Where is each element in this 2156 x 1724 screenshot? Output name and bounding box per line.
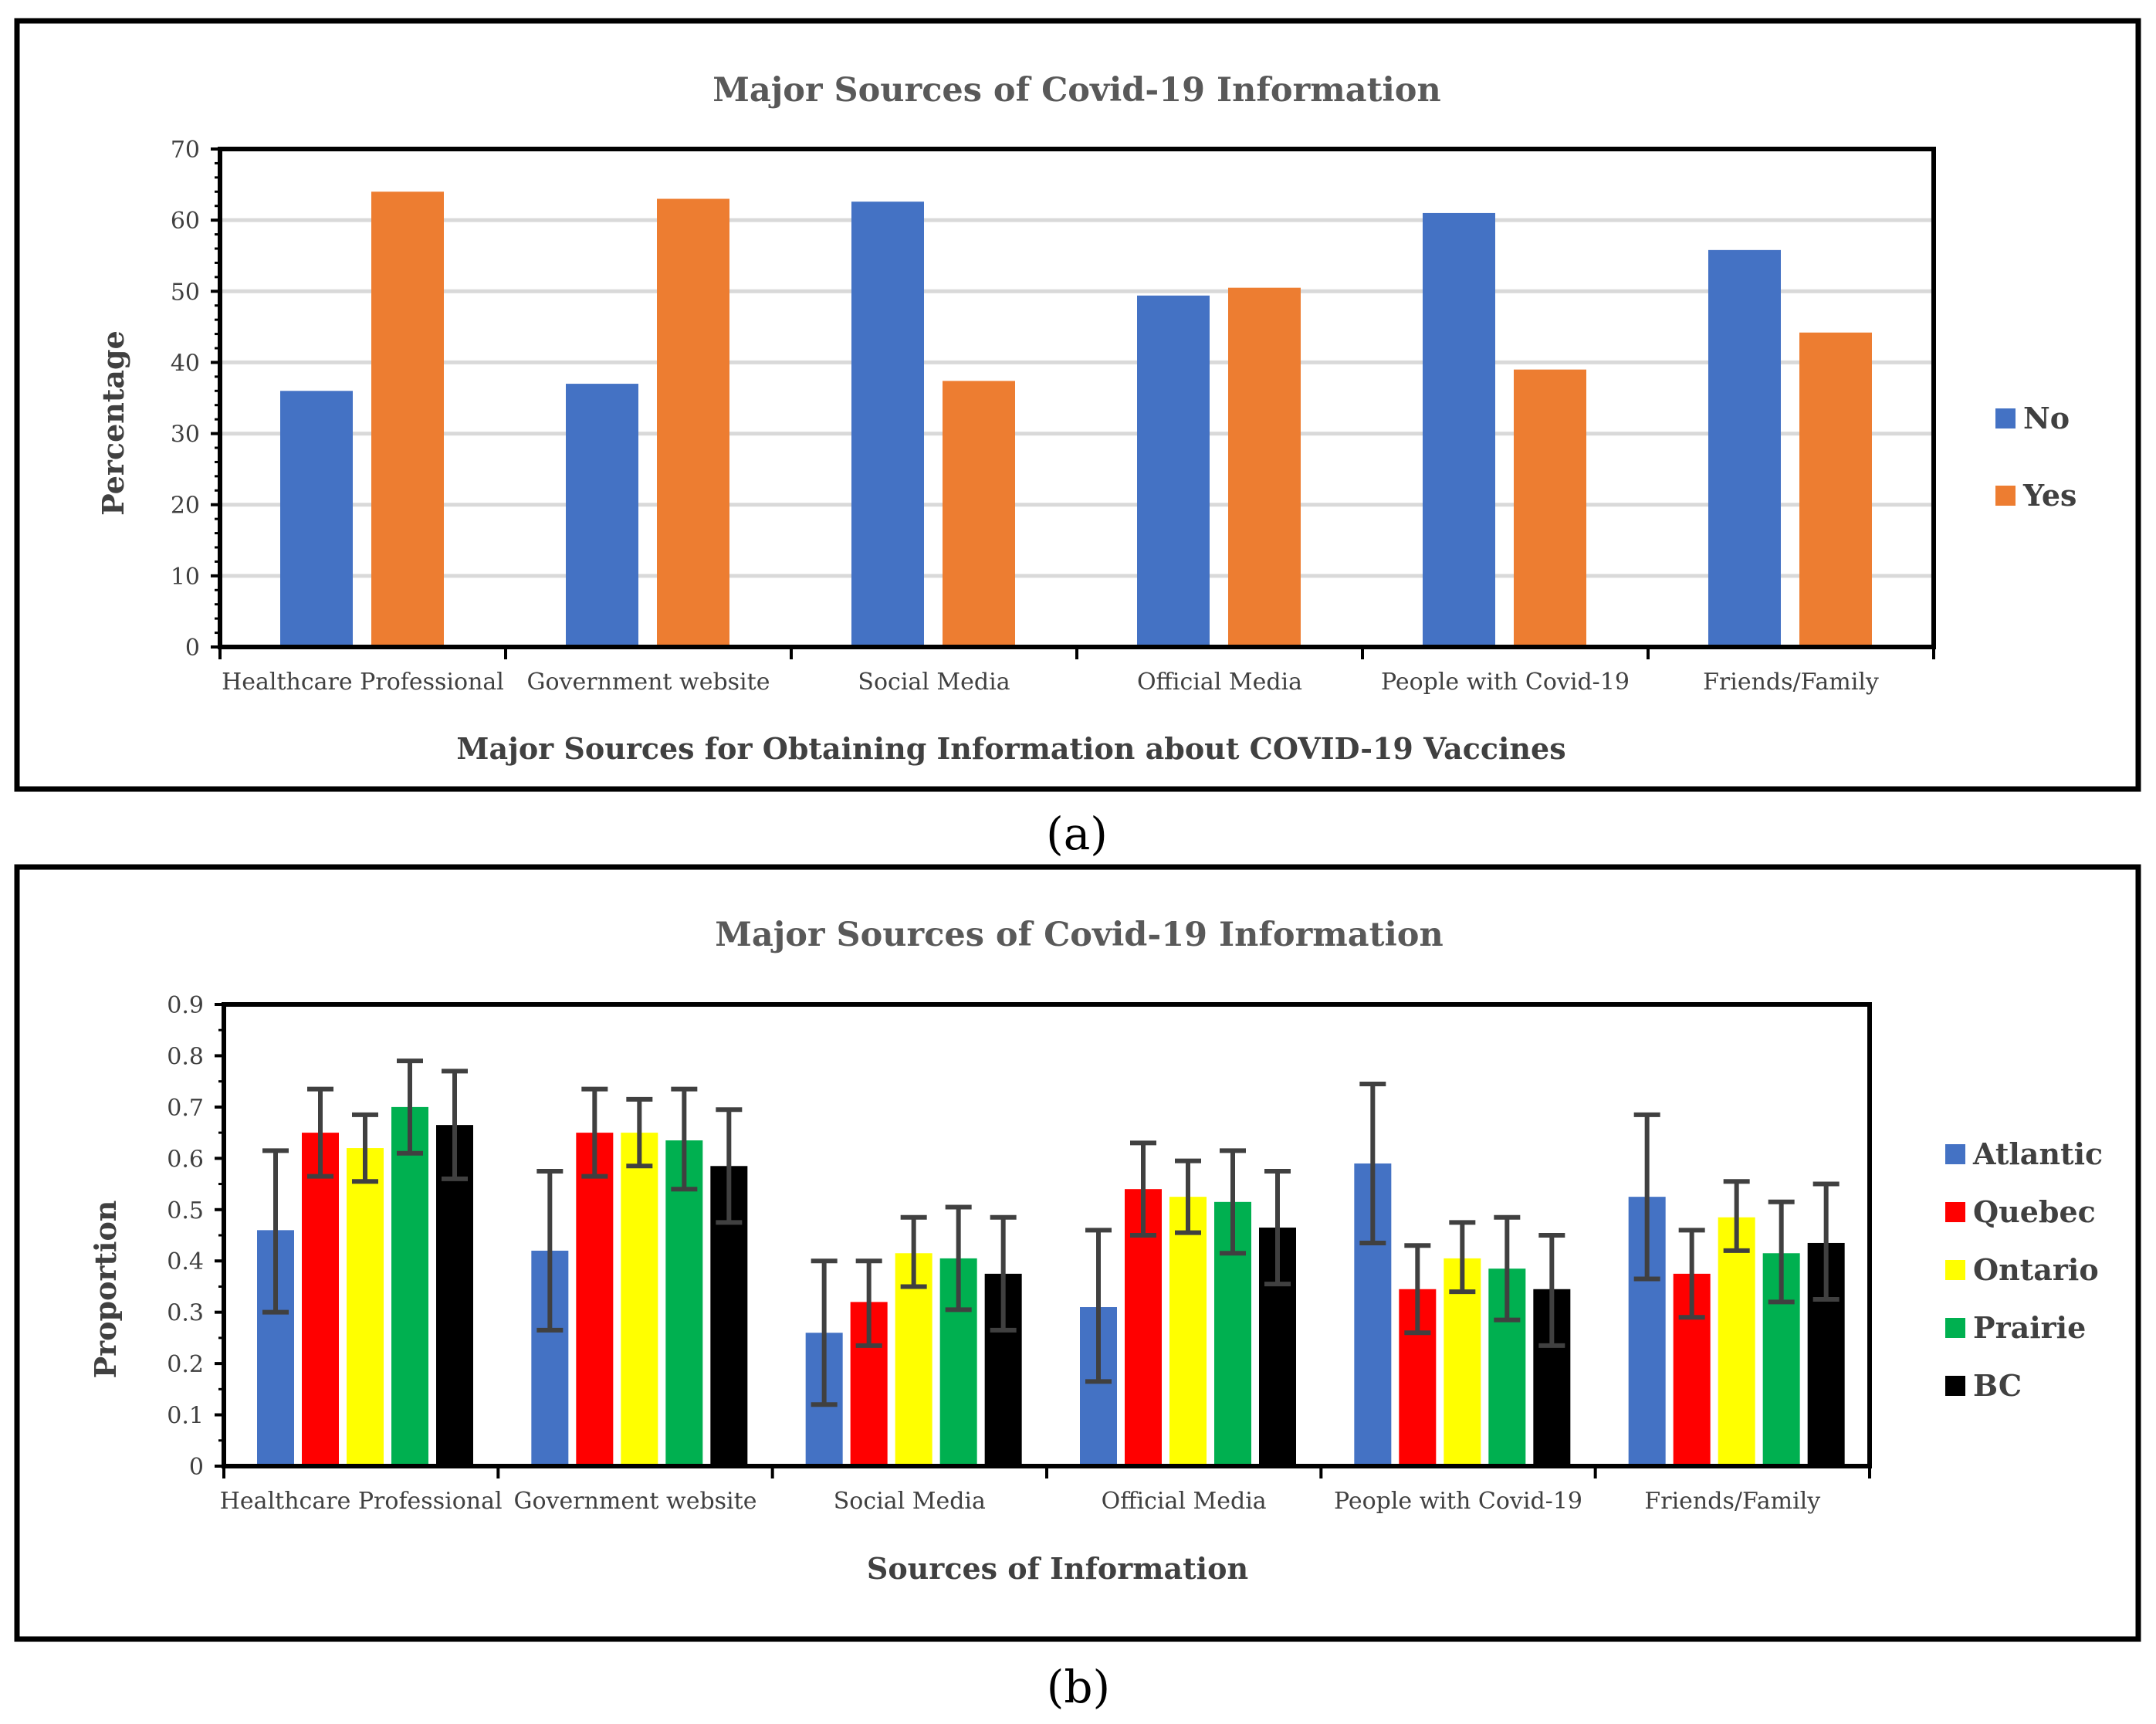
panel-a-category-label: Friends/Family <box>1703 669 1879 696</box>
panel-a-category-label: Social Media <box>858 669 1010 696</box>
panel-b-bar-ontario-government-website <box>621 1133 658 1466</box>
panel-a-ytick-label: 40 <box>171 350 200 377</box>
panel-b-ylabel: Proportion <box>88 1201 123 1379</box>
panel-a-title: Major Sources of Covid-19 Information <box>712 71 1441 110</box>
panel-b-bar-quebec-healthcare-professional <box>302 1133 339 1466</box>
panel-a-bar-no-government-website <box>566 384 638 647</box>
panel-b-bar-quebec-government-website <box>576 1133 614 1466</box>
panel-a-ytick-label: 30 <box>171 422 200 449</box>
panel-a-bar-yes-social-media <box>943 381 1015 647</box>
panel-b-legend-swatch-quebec <box>1945 1202 1965 1222</box>
panel-a-bar-no-official-media <box>1137 295 1210 647</box>
panel-a-bar-no-friends-family <box>1708 249 1781 647</box>
panel-b-legend-label-atlantic: Atlantic <box>1972 1136 2103 1171</box>
panel-b-bar-bc-healthcare-professional <box>436 1125 473 1466</box>
panel-b-legend-label-quebec: Quebec <box>1973 1194 2096 1229</box>
panel-a-ytick-label: 0 <box>185 635 200 662</box>
panel-a-ytick-label: 50 <box>171 279 200 306</box>
panel-a-bar-yes-government-website <box>657 198 729 647</box>
panel-a-legend-swatch-yes <box>1995 486 2016 506</box>
panel-a-bar-yes-official-media <box>1228 287 1301 647</box>
panel-a-bar-yes-friends-family <box>1799 332 1872 647</box>
panel-b-category-label: Official Media <box>1102 1488 1267 1515</box>
panel-a-plot: 0 10 20 30 40 50 60 70 Healthcare Professional Go… <box>171 137 1936 696</box>
panel-b-label: (b) <box>1047 1661 1110 1713</box>
panel-b-legend: Atlantic Quebec Ontario Prairie BC <box>1945 1136 2103 1403</box>
panel-a-ytick-label: 20 <box>171 493 200 520</box>
panel-b-legend-swatch-bc <box>1945 1376 1965 1396</box>
panel-a-legend-label-yes: Yes <box>2022 478 2076 513</box>
panel-b-ytick-label: 0.6 <box>167 1146 204 1173</box>
panel-b-category-label: Government website <box>514 1488 757 1515</box>
panel-a-xlabel: Major Sources for Obtaining Information … <box>456 731 1565 766</box>
panel-a-label: (a) <box>1046 808 1108 860</box>
panel-a-bar-no-social-media <box>851 202 924 648</box>
panel-b-legend-label-bc: BC <box>1973 1368 2022 1403</box>
panel-b-ytick-label: 0.2 <box>167 1351 204 1378</box>
panel-b-legend-label-ontario: Ontario <box>1973 1252 2099 1287</box>
panel-b-bar-ontario-friends-family <box>1718 1217 1755 1466</box>
panel-b-ytick-label: 0.7 <box>167 1095 204 1122</box>
panel-b-ytick-label: 0.1 <box>167 1403 204 1430</box>
panel-b-category-label: Healthcare Professional <box>220 1488 503 1515</box>
panel-b-plot-frame <box>222 1002 1872 1468</box>
panel-a-bar-yes-people-with-covid-19 <box>1514 369 1586 647</box>
panel-a-ytick-label: 10 <box>171 564 200 591</box>
panel-a-category-label: People with Covid-19 <box>1381 669 1630 696</box>
panel-a-bar-yes-healthcare-professional <box>371 191 444 648</box>
panel-b-category-label: Social Media <box>834 1488 986 1515</box>
panel-a-category-label: Government website <box>527 669 770 696</box>
panel-b-bar-ontario-official-media <box>1169 1197 1207 1466</box>
panel-b-ytick-label: 0.4 <box>167 1248 204 1275</box>
panel-b-legend-swatch-ontario <box>1945 1260 1965 1280</box>
panel-b-bar-prairie-healthcare-professional <box>391 1106 428 1466</box>
panel-a-bar-no-healthcare-professional <box>280 391 353 647</box>
panel-b-ytick-label: 0.8 <box>167 1043 204 1070</box>
panel-b-ytick-label: 0.3 <box>167 1300 204 1327</box>
panel-b-xlabel: Sources of Information <box>867 1551 1248 1586</box>
panel-a-ytick-label: 70 <box>171 137 200 164</box>
panel-b-ytick-label: 0.5 <box>167 1197 204 1224</box>
panel-b-title: Major Sources of Covid-19 Information <box>715 916 1444 954</box>
panel-b-ytick-label: 0.9 <box>167 992 204 1019</box>
panel-b-ytick-label: 0 <box>189 1454 204 1481</box>
panel-a-category-label: Official Media <box>1137 669 1302 696</box>
panel-a-bar-no-people-with-covid-19 <box>1423 212 1495 647</box>
panel-b-bar-prairie-government-website <box>665 1140 703 1466</box>
panel-b-legend-swatch-prairie <box>1945 1318 1965 1338</box>
panel-b-legend-swatch-atlantic <box>1945 1144 1965 1164</box>
panel-a-ylabel: Percentage <box>96 330 130 516</box>
panel-a-legend-label-no: No <box>2023 401 2070 435</box>
panel-a-legend: No Yes <box>1995 401 2076 513</box>
panel-a-legend-swatch-no <box>1995 408 2016 428</box>
panel-a-ytick-label: 60 <box>171 208 200 235</box>
panel-b-legend-label-prairie: Prairie <box>1973 1310 2086 1345</box>
panel-b-bar-ontario-healthcare-professional <box>347 1148 384 1466</box>
panel-b-category-label: Friends/Family <box>1644 1488 1820 1515</box>
panel-a-category-label: Healthcare Professional <box>222 669 504 696</box>
panel-b-category-label: People with Covid-19 <box>1334 1488 1582 1515</box>
panel-a-plot-frame <box>218 147 1936 649</box>
panel-b-plot: 0 0.1 0.2 0.3 0.4 0.5 0.6 0.7 0.8 0.9 Healthcare P… <box>167 992 1872 1515</box>
